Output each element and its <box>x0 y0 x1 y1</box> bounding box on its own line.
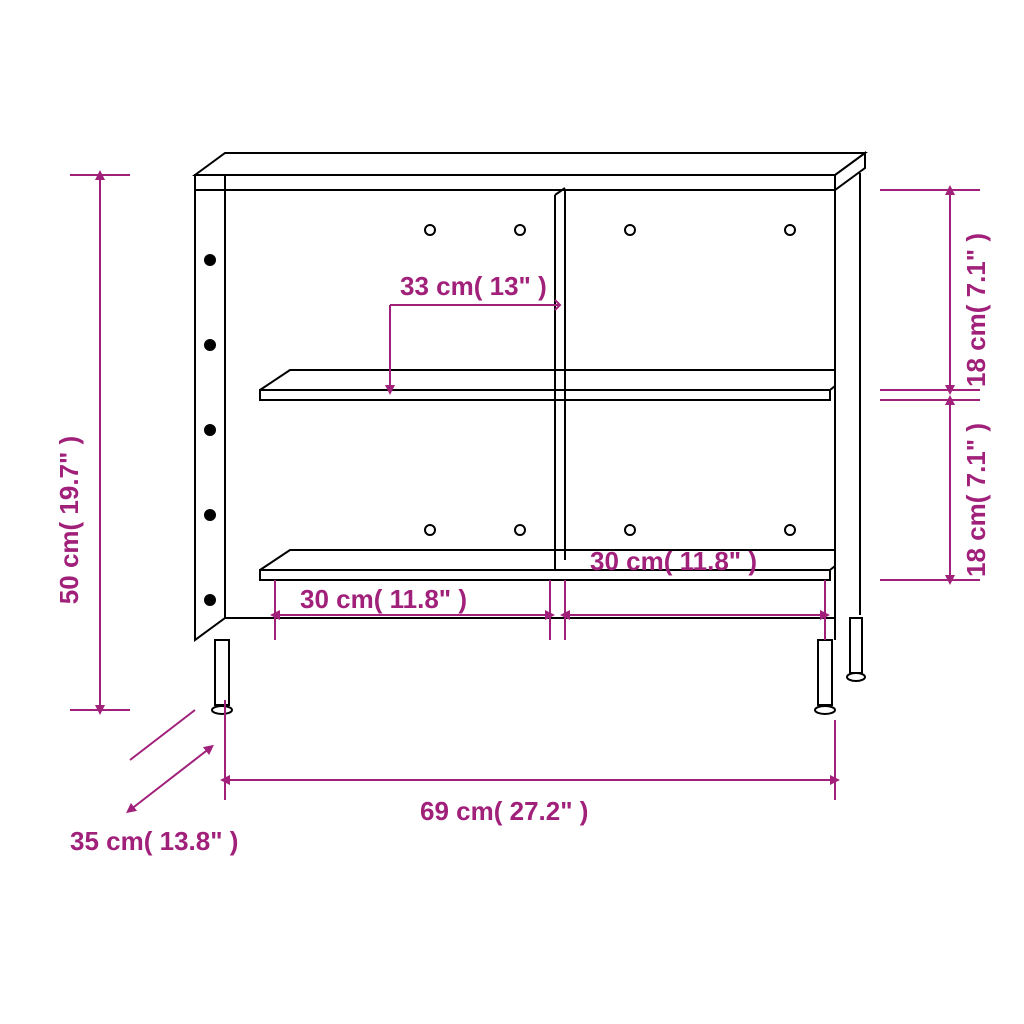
diagram-canvas: 50 cm( 19.7" ) 18 cm( 7.1" ) 18 cm( 7.1"… <box>0 0 1024 1024</box>
label-shelf-lower: 18 cm( 7.1" ) <box>961 423 991 577</box>
label-compartment-left: 30 cm( 11.8" ) <box>300 584 467 614</box>
label-shelf-upper: 18 cm( 7.1" ) <box>961 233 991 387</box>
cabinet-outline <box>195 153 865 714</box>
label-width-total: 69 cm( 27.2" ) <box>420 796 588 826</box>
label-depth: 35 cm( 13.8" ) <box>70 826 238 856</box>
label-height-total: 50 cm( 19.7" ) <box>54 436 84 604</box>
label-shelf-depth: 33 cm( 13" ) <box>400 271 547 301</box>
label-compartment-right: 30 cm( 11.8" ) <box>590 546 757 576</box>
